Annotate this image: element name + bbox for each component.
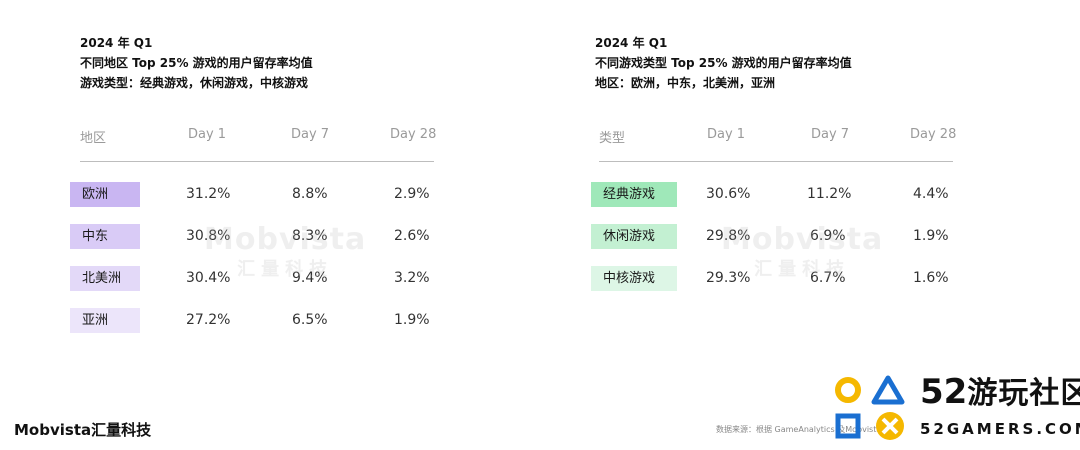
- column-header-day7: Day 7: [811, 127, 850, 142]
- playstation-symbols-icon: [835, 375, 905, 440]
- header-filter: 地区：欧洲，中东，北美洲，亚洲: [595, 76, 776, 90]
- cell-day28: 4.4%: [913, 186, 949, 202]
- row-label-casual: 休闲游戏: [591, 224, 677, 249]
- header-divider: [80, 161, 434, 162]
- header-period: 2024 年 Q1: [595, 36, 668, 50]
- column-header-day28: Day 28: [910, 127, 957, 142]
- cell-day28: 3.2%: [394, 270, 430, 286]
- cell-day7: 11.2%: [807, 186, 852, 202]
- square-icon: [835, 413, 861, 439]
- column-header-day1: Day 1: [188, 127, 227, 142]
- panel-header: 2024 年 Q1 不同地区 Top 25% 游戏的用户留存率均值 游戏类型：经…: [80, 33, 313, 93]
- genre-retention-panel: 2024 年 Q1 不同游戏类型 Top 25% 游戏的用户留存率均值 地区：欧…: [591, 0, 1015, 360]
- row-label-asia: 亚洲: [70, 308, 140, 333]
- row-label-europe: 欧洲: [70, 182, 140, 207]
- data-source-note: 数据来源：根据 GameAnalytics 及Mobvista整理: [716, 425, 898, 434]
- cell-day1: 30.4%: [186, 270, 231, 286]
- site-logo-number: 52: [920, 372, 968, 412]
- cell-day1: 31.2%: [186, 186, 231, 202]
- site-watermark-logo: 52游玩社区 52GAMERS.COM: [832, 372, 1080, 450]
- cell-day7: 8.8%: [292, 186, 328, 202]
- row-label-middle-east: 中东: [70, 224, 140, 249]
- column-header-day28: Day 28: [390, 127, 437, 142]
- row-label-midcore: 中核游戏: [591, 266, 677, 291]
- cell-day28: 1.6%: [913, 270, 949, 286]
- cell-day7: 6.5%: [292, 312, 328, 328]
- panel-header: 2024 年 Q1 不同游戏类型 Top 25% 游戏的用户留存率均值 地区：欧…: [595, 33, 852, 93]
- header-divider: [599, 161, 953, 162]
- column-header-region: 地区: [80, 131, 107, 146]
- cell-day1: 27.2%: [186, 312, 231, 328]
- site-logo-url: 52GAMERS.COM: [920, 420, 1080, 438]
- site-logo-text: 52游玩社区 52GAMERS.COM: [920, 372, 1080, 438]
- site-logo-name: 游玩社区: [967, 376, 1080, 411]
- header-title: 不同游戏类型 Top 25% 游戏的用户留存率均值: [595, 56, 852, 70]
- row-label-north-america: 北美洲: [70, 266, 140, 291]
- header-title: 不同地区 Top 25% 游戏的用户留存率均值: [80, 56, 313, 70]
- cell-day7: 6.9%: [810, 228, 846, 244]
- cell-day1: 30.6%: [706, 186, 751, 202]
- triangle-icon: [871, 375, 905, 405]
- cell-day7: 6.7%: [810, 270, 846, 286]
- cell-day1: 30.8%: [186, 228, 231, 244]
- cell-day28: 2.9%: [394, 186, 430, 202]
- cell-day1: 29.8%: [706, 228, 751, 244]
- cell-day28: 1.9%: [394, 312, 430, 328]
- region-retention-panel: 2024 年 Q1 不同地区 Top 25% 游戏的用户留存率均值 游戏类型：经…: [70, 0, 500, 360]
- column-header-day1: Day 1: [707, 127, 746, 142]
- cell-day28: 2.6%: [394, 228, 430, 244]
- column-header-day7: Day 7: [291, 127, 330, 142]
- row-label-classic: 经典游戏: [591, 182, 677, 207]
- header-filter: 游戏类型：经典游戏，休闲游戏，中核游戏: [80, 76, 309, 90]
- header-period: 2024 年 Q1: [80, 36, 153, 50]
- brand-logo: Mobvista汇量科技: [14, 421, 152, 439]
- cross-icon: [881, 417, 899, 435]
- cell-day1: 29.3%: [706, 270, 751, 286]
- circle-icon: [835, 377, 861, 403]
- cell-day7: 8.3%: [292, 228, 328, 244]
- column-header-genre: 类型: [599, 131, 626, 146]
- cell-day7: 9.4%: [292, 270, 328, 286]
- cell-day28: 1.9%: [913, 228, 949, 244]
